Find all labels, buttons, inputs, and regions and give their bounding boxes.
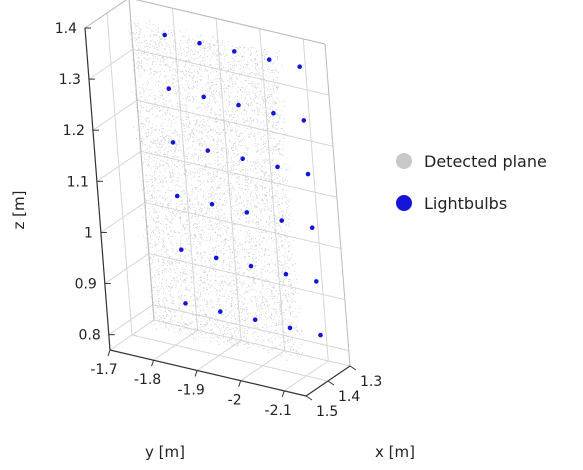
z-tick-label: 1 [84,225,93,241]
axis-frame [84,0,127,29]
lightbulb-point [205,148,211,153]
lightbulb-point [283,271,289,277]
y-tick-mark [151,360,155,367]
detected-plane-cloud [128,19,303,361]
y-tick-label: -2.1 [265,403,292,419]
axis-frame [135,0,326,45]
axis-frame [324,43,351,367]
lightbulb-point [209,201,215,207]
z-axis-line [84,27,111,351]
axis-frame [128,0,155,321]
legend: Detected plane Lightbulbs [396,150,547,234]
lightbulb-point [309,225,315,230]
lightbulb-point [236,102,241,108]
grid-line-back-y [302,38,329,361]
grid-line-back-y [259,28,286,351]
lightbulb-point [179,247,184,252]
grid-line-back-z [144,201,341,249]
lightbulb-point [287,325,293,331]
y-tick-mark [107,349,111,357]
x-tick-label: 1.5 [316,404,338,420]
y-tick-label: -1.7 [90,362,117,378]
z-tick-label: 1.2 [63,123,85,139]
lightbulb-point [318,332,323,338]
lightbulb-point [244,210,250,215]
z-axis-label: z [m] [10,191,28,230]
z-tick-label: 1.1 [67,174,89,190]
lightbulb-points [162,32,323,338]
y-tick-label: -2 [228,393,242,409]
detected-plane-points [128,19,303,361]
lightbulb-point [266,57,272,62]
y-tick-label: -1.8 [134,372,161,388]
z-tick-label: 0.9 [75,277,97,293]
x-tick-label: 1.4 [338,389,360,405]
lightbulb-point [166,86,172,91]
lightbulb-point [240,156,245,161]
legend-label-lightbulbs: Lightbulbs [424,193,508,213]
lightbulb-point [232,49,237,54]
lightbulb-point [279,218,285,223]
y-tick-mark [194,370,198,377]
x-tick-label: 1.3 [360,374,382,390]
legend-swatch-lightbulbs [396,195,412,211]
lightbulb-point [275,164,280,170]
lightbulb-point [183,301,188,306]
y-axis-label: y [m] [145,443,185,461]
lightbulb-point [297,64,303,69]
lightbulb-point [305,171,311,177]
y-tick-mark [281,390,285,398]
lightbulb-point [218,309,223,314]
grid-line-back-z [132,48,330,96]
grid-line-floor-x [153,319,351,367]
grid-line-back-z [148,253,345,301]
x-axis-label: x [m] [375,443,415,461]
lightbulb-point [301,118,307,123]
legend-swatch-detected-plane [396,153,412,169]
lightbulb-point [271,110,276,116]
lightbulb-point [201,94,206,100]
x-tick-mark [305,395,313,401]
lightbulb-point [197,40,202,46]
x-tick-mark [349,365,357,371]
lightbulb-point [174,193,180,199]
z-tick-label: 0.8 [79,328,101,344]
lightbulb-point [213,255,219,261]
grid-line-back-z [136,99,334,147]
y-tick-label: -1.9 [177,382,204,398]
z-tick-label: 1.4 [55,21,77,37]
y-axis-line [109,349,307,397]
x-tick-mark [327,380,335,386]
grid-line-back-z [152,304,349,352]
tick-labels: 0.80.911.11.21.31.4-1.7-1.8-1.9-2-2.11.3… [55,21,383,420]
legend-label-detected-plane: Detected plane [424,151,547,171]
grid-line-back-y [215,18,242,341]
lightbulb-point [248,263,254,269]
lightbulb-point [314,279,319,284]
lightbulb-point [162,32,167,38]
legend-item-lightbulbs: Lightbulbs [396,192,547,214]
grid-line-side-x [106,12,133,336]
lightbulb-point [252,317,258,323]
y-tick-mark [238,380,242,387]
legend-item-detected-plane: Detected plane [396,150,547,172]
lightbulb-point [170,140,176,145]
grid-line-floor-x [131,334,329,382]
grid-line-back-z [140,150,338,198]
z-tick-label: 1.3 [59,72,81,88]
